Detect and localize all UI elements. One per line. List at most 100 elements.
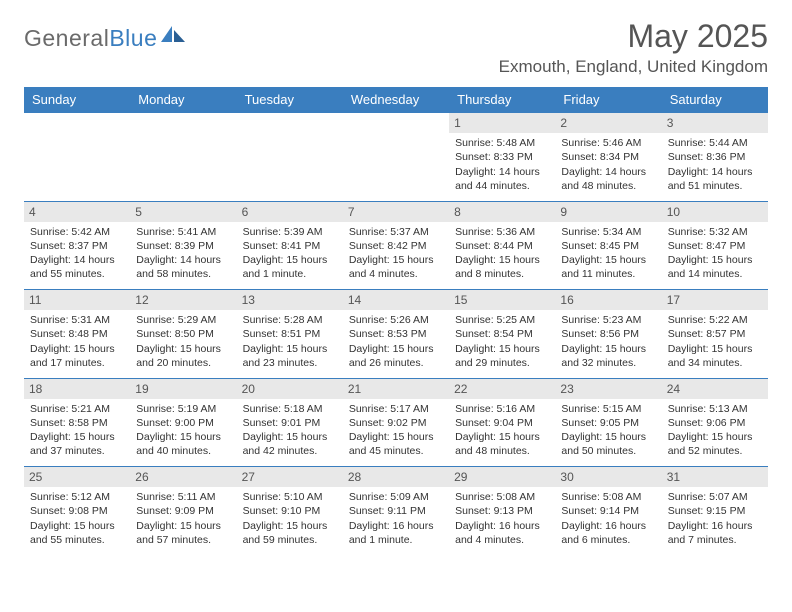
- daylight-text: Daylight: 15 hours and 34 minutes.: [668, 342, 762, 370]
- day-cell: 26Sunrise: 5:11 AMSunset: 9:09 PMDayligh…: [130, 467, 236, 555]
- calendar-table: Sunday Monday Tuesday Wednesday Thursday…: [24, 87, 768, 555]
- day-number: 4: [24, 202, 130, 222]
- daylight-text: Daylight: 15 hours and 59 minutes.: [243, 519, 337, 547]
- daylight-text: Daylight: 14 hours and 58 minutes.: [136, 253, 230, 281]
- daylight-text: Daylight: 15 hours and 23 minutes.: [243, 342, 337, 370]
- weekday-header: Saturday: [662, 87, 768, 113]
- sunrise-text: Sunrise: 5:46 AM: [561, 136, 655, 150]
- sunrise-text: Sunrise: 5:44 AM: [668, 136, 762, 150]
- sunset-text: Sunset: 8:51 PM: [243, 327, 337, 341]
- day-cell: 1Sunrise: 5:48 AMSunset: 8:33 PMDaylight…: [449, 113, 555, 201]
- sunset-text: Sunset: 8:42 PM: [349, 239, 443, 253]
- day-number: 13: [237, 290, 343, 310]
- location-text: Exmouth, England, United Kingdom: [499, 57, 768, 77]
- day-number: 22: [449, 379, 555, 399]
- sunrise-text: Sunrise: 5:31 AM: [30, 313, 124, 327]
- weekday-header: Wednesday: [343, 87, 449, 113]
- sunrise-text: Sunrise: 5:21 AM: [30, 402, 124, 416]
- sunrise-text: Sunrise: 5:29 AM: [136, 313, 230, 327]
- weekday-header-row: Sunday Monday Tuesday Wednesday Thursday…: [24, 87, 768, 113]
- week-row: 11Sunrise: 5:31 AMSunset: 8:48 PMDayligh…: [24, 290, 768, 378]
- weekday-header: Friday: [555, 87, 661, 113]
- day-cell: 15Sunrise: 5:25 AMSunset: 8:54 PMDayligh…: [449, 290, 555, 378]
- day-cell: 14 Sunrise: 5:26 AMSunset: 8:53 PMDayligh…: [343, 290, 449, 378]
- day-number: 1: [449, 113, 555, 133]
- empty-cell: [24, 113, 130, 201]
- month-title: May 2025: [499, 18, 768, 55]
- sunset-text: Sunset: 9:11 PM: [349, 504, 443, 518]
- sunset-text: Sunset: 8:36 PM: [668, 150, 762, 164]
- day-cell: 12Sunrise: 5:29 AMSunset: 8:50 PMDayligh…: [130, 290, 236, 378]
- day-number: 24: [662, 379, 768, 399]
- daylight-text: Daylight: 15 hours and 55 minutes.: [30, 519, 124, 547]
- day-cell: 25Sunrise: 5:12 AMSunset: 9:08 PMDayligh…: [24, 467, 130, 555]
- sunrise-text: Sunrise: 5:25 AM: [455, 313, 549, 327]
- day-cell: 7Sunrise: 5:37 AMSunset: 8:42 PMDaylight…: [343, 202, 449, 290]
- daylight-text: Daylight: 15 hours and 26 minutes.: [349, 342, 443, 370]
- daylight-text: Daylight: 15 hours and 45 minutes.: [349, 430, 443, 458]
- daylight-text: Daylight: 16 hours and 4 minutes.: [455, 519, 549, 547]
- empty-cell: [343, 113, 449, 201]
- daylight-text: Daylight: 15 hours and 29 minutes.: [455, 342, 549, 370]
- daylight-text: Daylight: 15 hours and 48 minutes.: [455, 430, 549, 458]
- weekday-header: Tuesday: [237, 87, 343, 113]
- sunset-text: Sunset: 8:56 PM: [561, 327, 655, 341]
- sunrise-text: Sunrise: 5:26 AM: [349, 313, 443, 327]
- sunrise-text: Sunrise: 5:15 AM: [561, 402, 655, 416]
- brand-name: GeneralBlue: [24, 25, 157, 52]
- sunset-text: Sunset: 9:01 PM: [243, 416, 337, 430]
- day-cell: 2Sunrise: 5:46 AMSunset: 8:34 PMDaylight…: [555, 113, 661, 201]
- day-number: 3: [662, 113, 768, 133]
- daylight-text: Daylight: 14 hours and 44 minutes.: [455, 165, 549, 193]
- day-cell: 24Sunrise: 5:13 AMSunset: 9:06 PMDayligh…: [662, 379, 768, 467]
- day-number: 9: [555, 202, 661, 222]
- daylight-text: Daylight: 15 hours and 52 minutes.: [668, 430, 762, 458]
- sunrise-text: Sunrise: 5:07 AM: [668, 490, 762, 504]
- sunset-text: Sunset: 9:06 PM: [668, 416, 762, 430]
- sunset-text: Sunset: 9:15 PM: [668, 504, 762, 518]
- brand-part2: Blue: [109, 25, 157, 51]
- sunset-text: Sunset: 8:53 PM: [349, 327, 443, 341]
- daylight-text: Daylight: 15 hours and 57 minutes.: [136, 519, 230, 547]
- day-number: 6: [237, 202, 343, 222]
- day-number: 30: [555, 467, 661, 487]
- day-cell: 20Sunrise: 5:18 AMSunset: 9:01 PMDayligh…: [237, 379, 343, 467]
- day-number: 11: [24, 290, 130, 310]
- daylight-text: Daylight: 14 hours and 51 minutes.: [668, 165, 762, 193]
- sunset-text: Sunset: 8:57 PM: [668, 327, 762, 341]
- daylight-text: Daylight: 16 hours and 7 minutes.: [668, 519, 762, 547]
- brand-logo: GeneralBlue: [24, 18, 187, 53]
- day-number: 12: [130, 290, 236, 310]
- weekday-header: Monday: [130, 87, 236, 113]
- title-block: May 2025 Exmouth, England, United Kingdo…: [499, 18, 768, 77]
- sunrise-text: Sunrise: 5:42 AM: [30, 225, 124, 239]
- sunset-text: Sunset: 8:44 PM: [455, 239, 549, 253]
- sunset-text: Sunset: 8:33 PM: [455, 150, 549, 164]
- day-number: 10: [662, 202, 768, 222]
- day-number: 26: [130, 467, 236, 487]
- sunrise-text: Sunrise: 5:39 AM: [243, 225, 337, 239]
- sunset-text: Sunset: 8:34 PM: [561, 150, 655, 164]
- sunrise-text: Sunrise: 5:36 AM: [455, 225, 549, 239]
- day-number: 8: [449, 202, 555, 222]
- day-cell: 30Sunrise: 5:08 AMSunset: 9:14 PMDayligh…: [555, 467, 661, 555]
- day-cell: 27Sunrise: 5:10 AMSunset: 9:10 PMDayligh…: [237, 467, 343, 555]
- day-cell: 17Sunrise: 5:22 AMSunset: 8:57 PMDayligh…: [662, 290, 768, 378]
- calendar-page: GeneralBlue May 2025 Exmouth, England, U…: [0, 0, 792, 573]
- calendar-body: 1Sunrise: 5:48 AMSunset: 8:33 PMDaylight…: [24, 113, 768, 556]
- sunset-text: Sunset: 8:41 PM: [243, 239, 337, 253]
- daylight-text: Daylight: 15 hours and 8 minutes.: [455, 253, 549, 281]
- day-number: 19: [130, 379, 236, 399]
- day-cell: 13Sunrise: 5:28 AMSunset: 8:51 PMDayligh…: [237, 290, 343, 378]
- daylight-text: Daylight: 15 hours and 14 minutes.: [668, 253, 762, 281]
- daylight-text: Daylight: 15 hours and 50 minutes.: [561, 430, 655, 458]
- day-cell: 10Sunrise: 5:32 AMSunset: 8:47 PMDayligh…: [662, 202, 768, 290]
- day-cell: 29Sunrise: 5:08 AMSunset: 9:13 PMDayligh…: [449, 467, 555, 555]
- day-cell: 23Sunrise: 5:15 AMSunset: 9:05 PMDayligh…: [555, 379, 661, 467]
- sunset-text: Sunset: 9:10 PM: [243, 504, 337, 518]
- day-number: 14: [343, 290, 449, 310]
- week-row: 1Sunrise: 5:48 AMSunset: 8:33 PMDaylight…: [24, 113, 768, 201]
- sunset-text: Sunset: 9:05 PM: [561, 416, 655, 430]
- day-cell: 9Sunrise: 5:34 AMSunset: 8:45 PMDaylight…: [555, 202, 661, 290]
- day-cell: 11Sunrise: 5:31 AMSunset: 8:48 PMDayligh…: [24, 290, 130, 378]
